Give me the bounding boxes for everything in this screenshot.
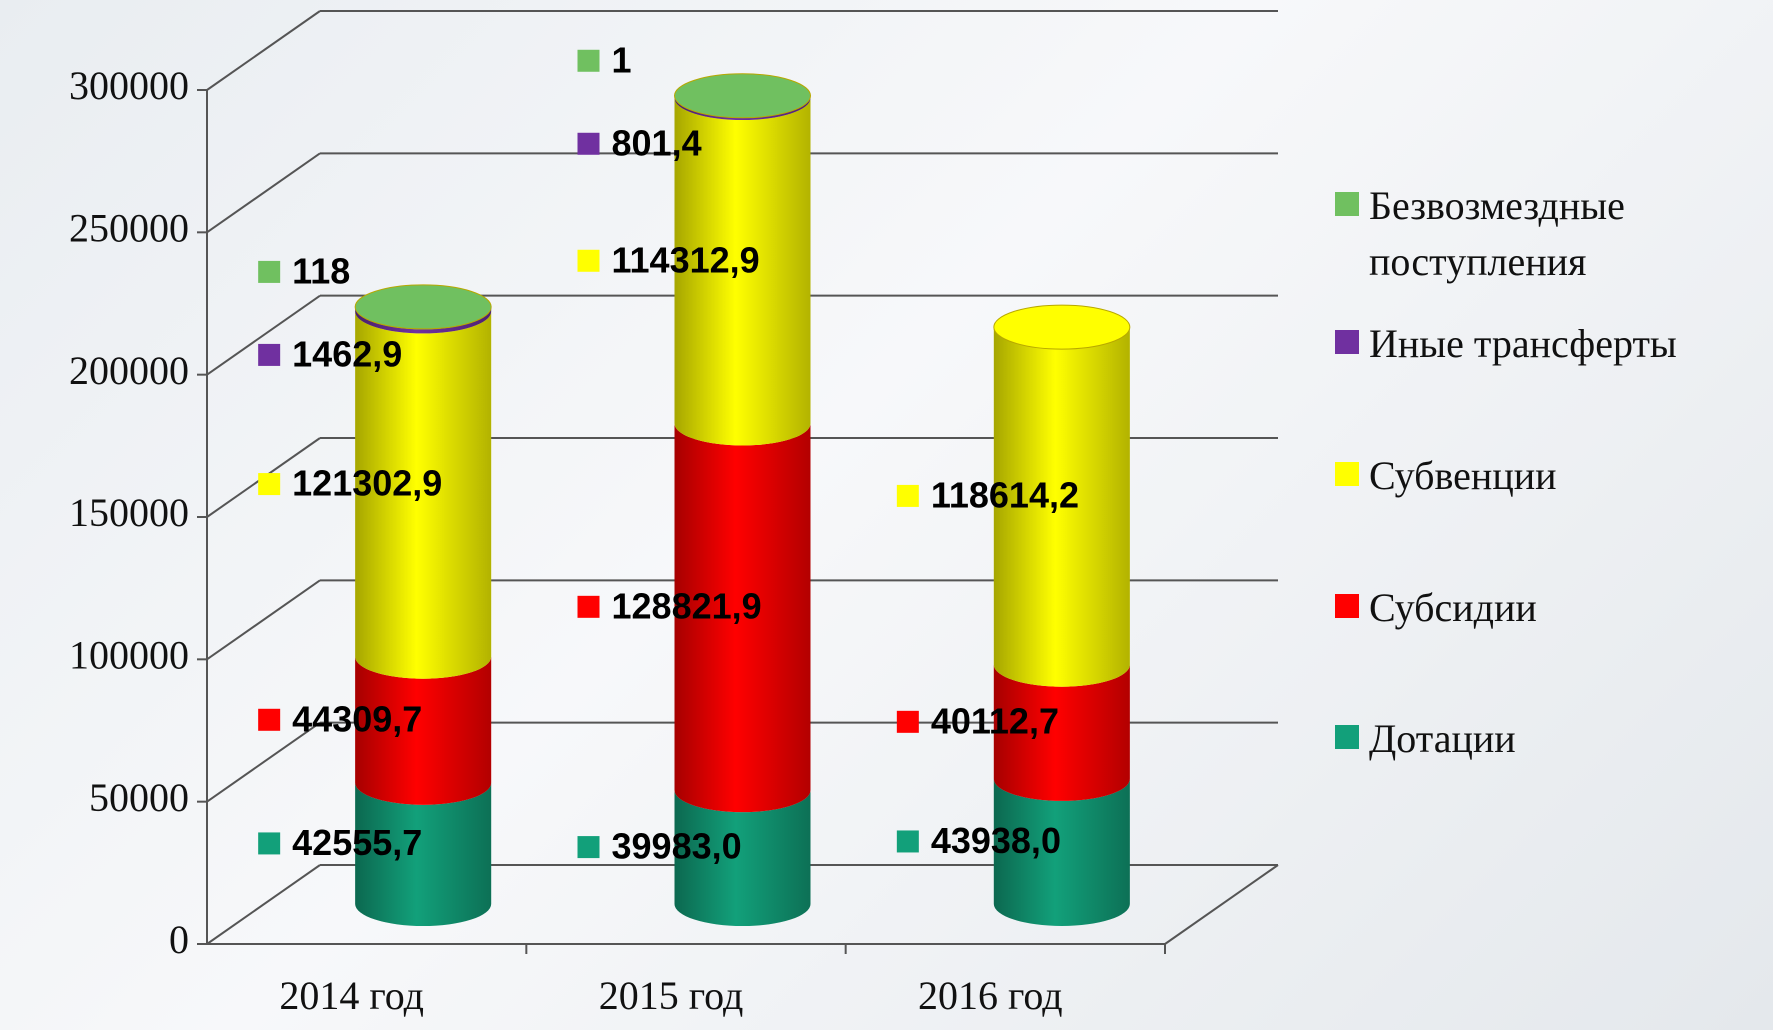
- y-tick-label: 200000: [69, 348, 189, 393]
- grid-line-side: [206, 721, 321, 803]
- grid-line-side: [206, 294, 321, 376]
- legend-label: Иные трансферты: [1369, 321, 1677, 366]
- legend-item: Субвенции: [1335, 448, 1759, 504]
- label-marker: [896, 710, 919, 733]
- legend-swatch: [1335, 192, 1359, 216]
- bar-cap: [993, 304, 1131, 350]
- bar-shade: [355, 311, 492, 679]
- bar-shade: [674, 790, 811, 927]
- grid-line-side: [206, 10, 321, 91]
- y-tick-label: 0: [169, 917, 189, 962]
- label-marker: [258, 260, 281, 283]
- value-label: 1: [612, 39, 632, 80]
- bar-shade: [993, 327, 1130, 687]
- x-tick-label: 2015 год: [599, 973, 744, 1018]
- legend-item: Иные трансферты: [1335, 316, 1759, 372]
- bar-shade: [993, 664, 1130, 801]
- x-tick-label: 2016 год: [918, 973, 1063, 1018]
- value-label: 44309,7: [292, 698, 422, 739]
- legend-item: Безвозмездные поступления: [1335, 178, 1759, 290]
- bar-shade: [674, 423, 811, 813]
- floor-right: [1164, 864, 1279, 945]
- y-tick-label: 250000: [69, 206, 189, 251]
- label-marker: [258, 343, 281, 366]
- grid-line-side: [206, 152, 321, 234]
- legend-label: Дотации: [1369, 716, 1516, 761]
- value-label: 801,4: [612, 122, 702, 163]
- y-tick-label: 300000: [69, 63, 189, 108]
- bar-shade: [355, 307, 492, 334]
- legend-swatch: [1335, 594, 1359, 618]
- label-marker: [896, 830, 919, 853]
- legend-swatch: [1335, 330, 1359, 354]
- bar-shade: [355, 782, 492, 927]
- legend-label: Субсидии: [1369, 585, 1537, 630]
- legend-swatch: [1335, 462, 1359, 486]
- value-label: 118614,2: [931, 474, 1079, 515]
- bar-shade: [355, 656, 492, 805]
- legend-item: Дотации: [1335, 711, 1759, 767]
- bar-shade: [674, 98, 811, 446]
- label-marker: [577, 49, 600, 72]
- bar-cap: [354, 284, 492, 330]
- value-label: 121302,9: [292, 463, 442, 504]
- label-marker: [258, 473, 281, 496]
- x-tick-label: 2014 год: [279, 973, 424, 1018]
- value-label: 1462,9: [292, 333, 402, 374]
- y-tick-label: 50000: [89, 775, 189, 820]
- grid-line-side: [206, 864, 321, 945]
- label-marker: [258, 708, 281, 731]
- value-label: 114312,9: [612, 239, 760, 280]
- bar-shade: [993, 778, 1130, 926]
- legend-item: Субсидии: [1335, 580, 1759, 636]
- value-label: 43938,0: [931, 820, 1061, 861]
- label-marker: [577, 249, 600, 272]
- label-marker: [577, 132, 600, 155]
- value-label: 42555,7: [292, 822, 422, 863]
- value-label: 40112,7: [931, 700, 1059, 741]
- value-label: 39983,0: [612, 826, 742, 867]
- grid-line-side: [206, 579, 321, 661]
- legend-label: Субвенции: [1369, 453, 1557, 498]
- label-marker: [258, 832, 281, 855]
- value-label: 128821,9: [612, 585, 762, 626]
- label-marker: [896, 484, 919, 507]
- legend-swatch: [1335, 725, 1359, 749]
- label-marker: [577, 595, 600, 618]
- legend-label: Безвозмездные поступления: [1369, 183, 1625, 284]
- y-tick-label: 150000: [69, 490, 189, 535]
- y-tick-label: 100000: [69, 633, 189, 678]
- label-marker: [577, 836, 600, 859]
- bar-cap: [674, 73, 811, 119]
- value-label: 118: [292, 250, 350, 291]
